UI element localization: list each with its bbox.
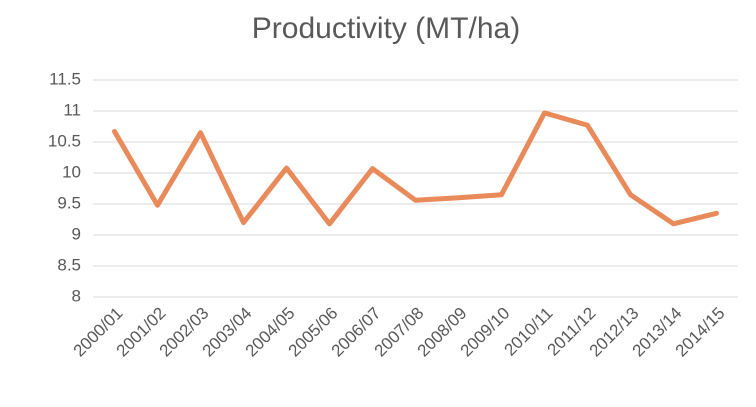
y-tick-label: 9 <box>72 224 81 243</box>
y-tick-label: 9.5 <box>57 193 81 212</box>
y-tick-label: 10.5 <box>48 131 81 150</box>
y-tick-label: 8 <box>72 286 81 305</box>
series-line <box>112 110 719 227</box>
y-tick-label: 10 <box>62 162 81 181</box>
chart-title: Productivity (MT/ha) <box>252 12 520 45</box>
y-tick-label: 8.5 <box>57 255 81 274</box>
y-tick-label: 11 <box>63 100 81 119</box>
y-tick-label: 11.5 <box>49 69 81 88</box>
